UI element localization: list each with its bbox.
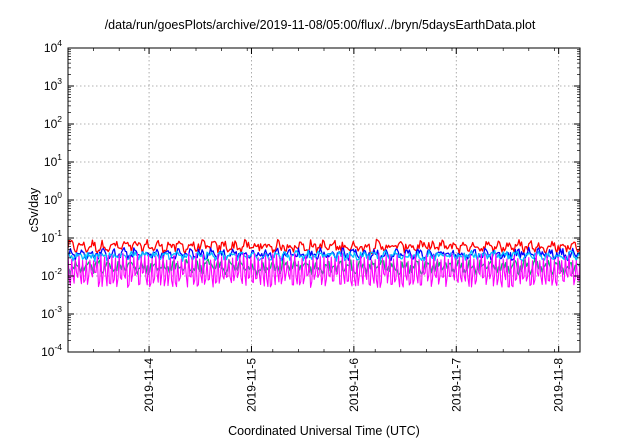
chart-title: /data/run/goesPlots/archive/2019-11-08/0… [104, 18, 536, 32]
series-line [67, 252, 581, 288]
series-line [67, 249, 581, 263]
x-tick-label: 2019-11-7 [449, 358, 463, 412]
x-tick-label: 2019-11-4 [142, 358, 156, 412]
y-tick-label: 10-3 [41, 304, 62, 321]
series-line [67, 238, 581, 255]
x-tick-label: 2019-11-5 [244, 358, 258, 412]
y-tick-labels: 10-4 10-3 10-2 10-1 100 101 102 103 104 [41, 38, 62, 359]
y-tick-label: 100 [44, 190, 62, 207]
x-tick-labels: 2019-11-4 2019-11-5 2019-11-6 2019-11-7 2019… [142, 358, 566, 412]
x-tick-label: 2019-11-8 [552, 358, 566, 412]
x-axis-label: Coordinated Universal Time (UTC) [228, 424, 420, 438]
y-tick-label: 10-4 [41, 342, 62, 359]
y-tick-label: 10-2 [41, 266, 62, 283]
y-tick-label: 104 [44, 38, 62, 55]
series-group [67, 238, 581, 288]
y-tick-label: 10-1 [41, 228, 62, 245]
axis-ticks [67, 47, 581, 353]
y-tick-label: 103 [44, 76, 62, 93]
y-tick-label: 102 [44, 114, 62, 131]
x-tick-label: 2019-11-6 [347, 358, 361, 412]
y-tick-label: 101 [44, 152, 62, 169]
grid-lines [68, 48, 580, 352]
